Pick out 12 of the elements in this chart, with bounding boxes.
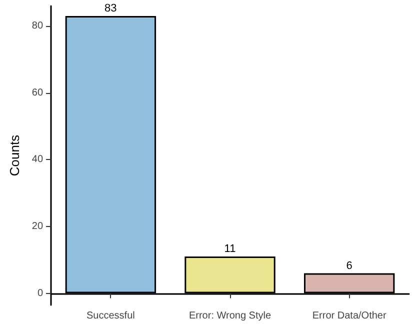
x-tick-label: Error Data/Other — [312, 310, 387, 322]
y-tick-label: 40 — [32, 154, 44, 166]
data-label: 6 — [346, 260, 352, 272]
data-label: 83 — [104, 2, 117, 15]
data-label: 11 — [224, 243, 236, 256]
y-tick-label: 80 — [32, 20, 44, 32]
y-tick-label: 60 — [32, 87, 44, 98]
y-tick-label: 20 — [32, 220, 44, 232]
x-tick-label: Error: Wrong Style — [188, 310, 272, 322]
x-tick-label: Successful — [86, 310, 135, 322]
y-axis-title: Counts — [7, 134, 22, 176]
y-tick-label: 0 — [37, 288, 44, 299]
